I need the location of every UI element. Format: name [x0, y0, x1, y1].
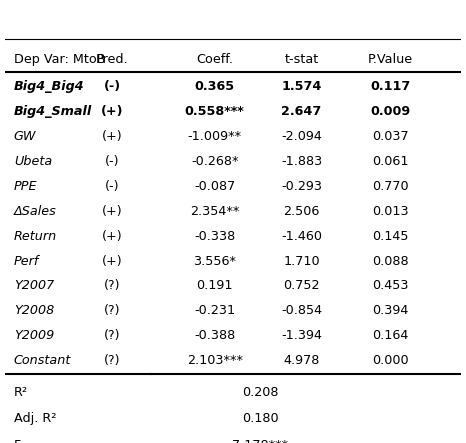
Text: 0.061: 0.061: [372, 155, 409, 168]
Text: PPE: PPE: [14, 180, 37, 193]
Text: -1.394: -1.394: [281, 329, 322, 342]
Text: 1.710: 1.710: [283, 255, 320, 268]
Text: Y2007: Y2007: [14, 280, 54, 292]
Text: -1.460: -1.460: [281, 229, 322, 243]
Text: (?): (?): [104, 329, 120, 342]
Text: 0.164: 0.164: [372, 329, 409, 342]
Text: -0.231: -0.231: [194, 304, 235, 317]
Text: (-): (-): [103, 80, 121, 93]
Text: 4.978: 4.978: [283, 354, 320, 367]
Text: Perf: Perf: [14, 255, 39, 268]
Text: 0.770: 0.770: [372, 180, 409, 193]
Text: -0.087: -0.087: [194, 180, 235, 193]
Text: -1.009**: -1.009**: [188, 130, 242, 143]
Text: Constant: Constant: [14, 354, 71, 367]
Text: -0.388: -0.388: [194, 329, 235, 342]
Text: (+): (+): [102, 205, 122, 218]
Text: (-): (-): [105, 180, 119, 193]
Text: Y2008: Y2008: [14, 304, 54, 317]
Text: Big4_Big4: Big4_Big4: [14, 80, 84, 93]
Text: R²: R²: [14, 386, 28, 399]
Text: 0.180: 0.180: [242, 412, 279, 425]
Text: Dep Var: MtoB: Dep Var: MtoB: [14, 53, 105, 66]
Text: 0.009: 0.009: [370, 105, 411, 118]
Text: F: F: [14, 439, 21, 443]
Text: -1.883: -1.883: [281, 155, 322, 168]
Text: (+): (+): [101, 105, 123, 118]
Text: 0.145: 0.145: [372, 229, 409, 243]
Text: 0.365: 0.365: [195, 80, 235, 93]
Text: ΔSales: ΔSales: [14, 205, 56, 218]
Text: (+): (+): [102, 229, 122, 243]
Text: 0.088: 0.088: [372, 255, 409, 268]
Text: 2.647: 2.647: [281, 105, 322, 118]
Text: (?): (?): [104, 280, 120, 292]
Text: -0.338: -0.338: [194, 229, 235, 243]
Text: 0.000: 0.000: [372, 354, 409, 367]
Text: Y2009: Y2009: [14, 329, 54, 342]
Text: 0.752: 0.752: [283, 280, 320, 292]
Text: -2.094: -2.094: [281, 130, 322, 143]
Text: 0.453: 0.453: [372, 280, 409, 292]
Text: Big4_Small: Big4_Small: [14, 105, 92, 118]
Text: 2.103***: 2.103***: [187, 354, 243, 367]
Text: (-): (-): [105, 155, 119, 168]
Text: 2.506: 2.506: [283, 205, 320, 218]
Text: t-stat: t-stat: [284, 53, 319, 66]
Text: 3.556*: 3.556*: [193, 255, 236, 268]
Text: 0.013: 0.013: [372, 205, 409, 218]
Text: Ubeta: Ubeta: [14, 155, 52, 168]
Text: Return: Return: [14, 229, 57, 243]
Text: 1.574: 1.574: [281, 80, 322, 93]
Text: 0.117: 0.117: [370, 80, 411, 93]
Text: -0.293: -0.293: [281, 180, 322, 193]
Text: -0.268*: -0.268*: [191, 155, 239, 168]
Text: -0.854: -0.854: [281, 304, 322, 317]
Text: Pred.: Pred.: [96, 53, 128, 66]
Text: 0.208: 0.208: [242, 386, 279, 399]
Text: (+): (+): [102, 130, 122, 143]
Text: 0.037: 0.037: [372, 130, 409, 143]
Text: 0.394: 0.394: [372, 304, 409, 317]
Text: 7.178***: 7.178***: [233, 439, 288, 443]
Text: (+): (+): [102, 255, 122, 268]
Text: 2.354**: 2.354**: [190, 205, 240, 218]
Text: Adj. R²: Adj. R²: [14, 412, 56, 425]
Text: (?): (?): [104, 304, 120, 317]
Text: GW: GW: [14, 130, 36, 143]
Text: Coeff.: Coeff.: [196, 53, 233, 66]
Text: P.Value: P.Value: [368, 53, 413, 66]
Text: (?): (?): [104, 354, 120, 367]
Text: 0.558***: 0.558***: [185, 105, 245, 118]
Text: 0.191: 0.191: [197, 280, 233, 292]
